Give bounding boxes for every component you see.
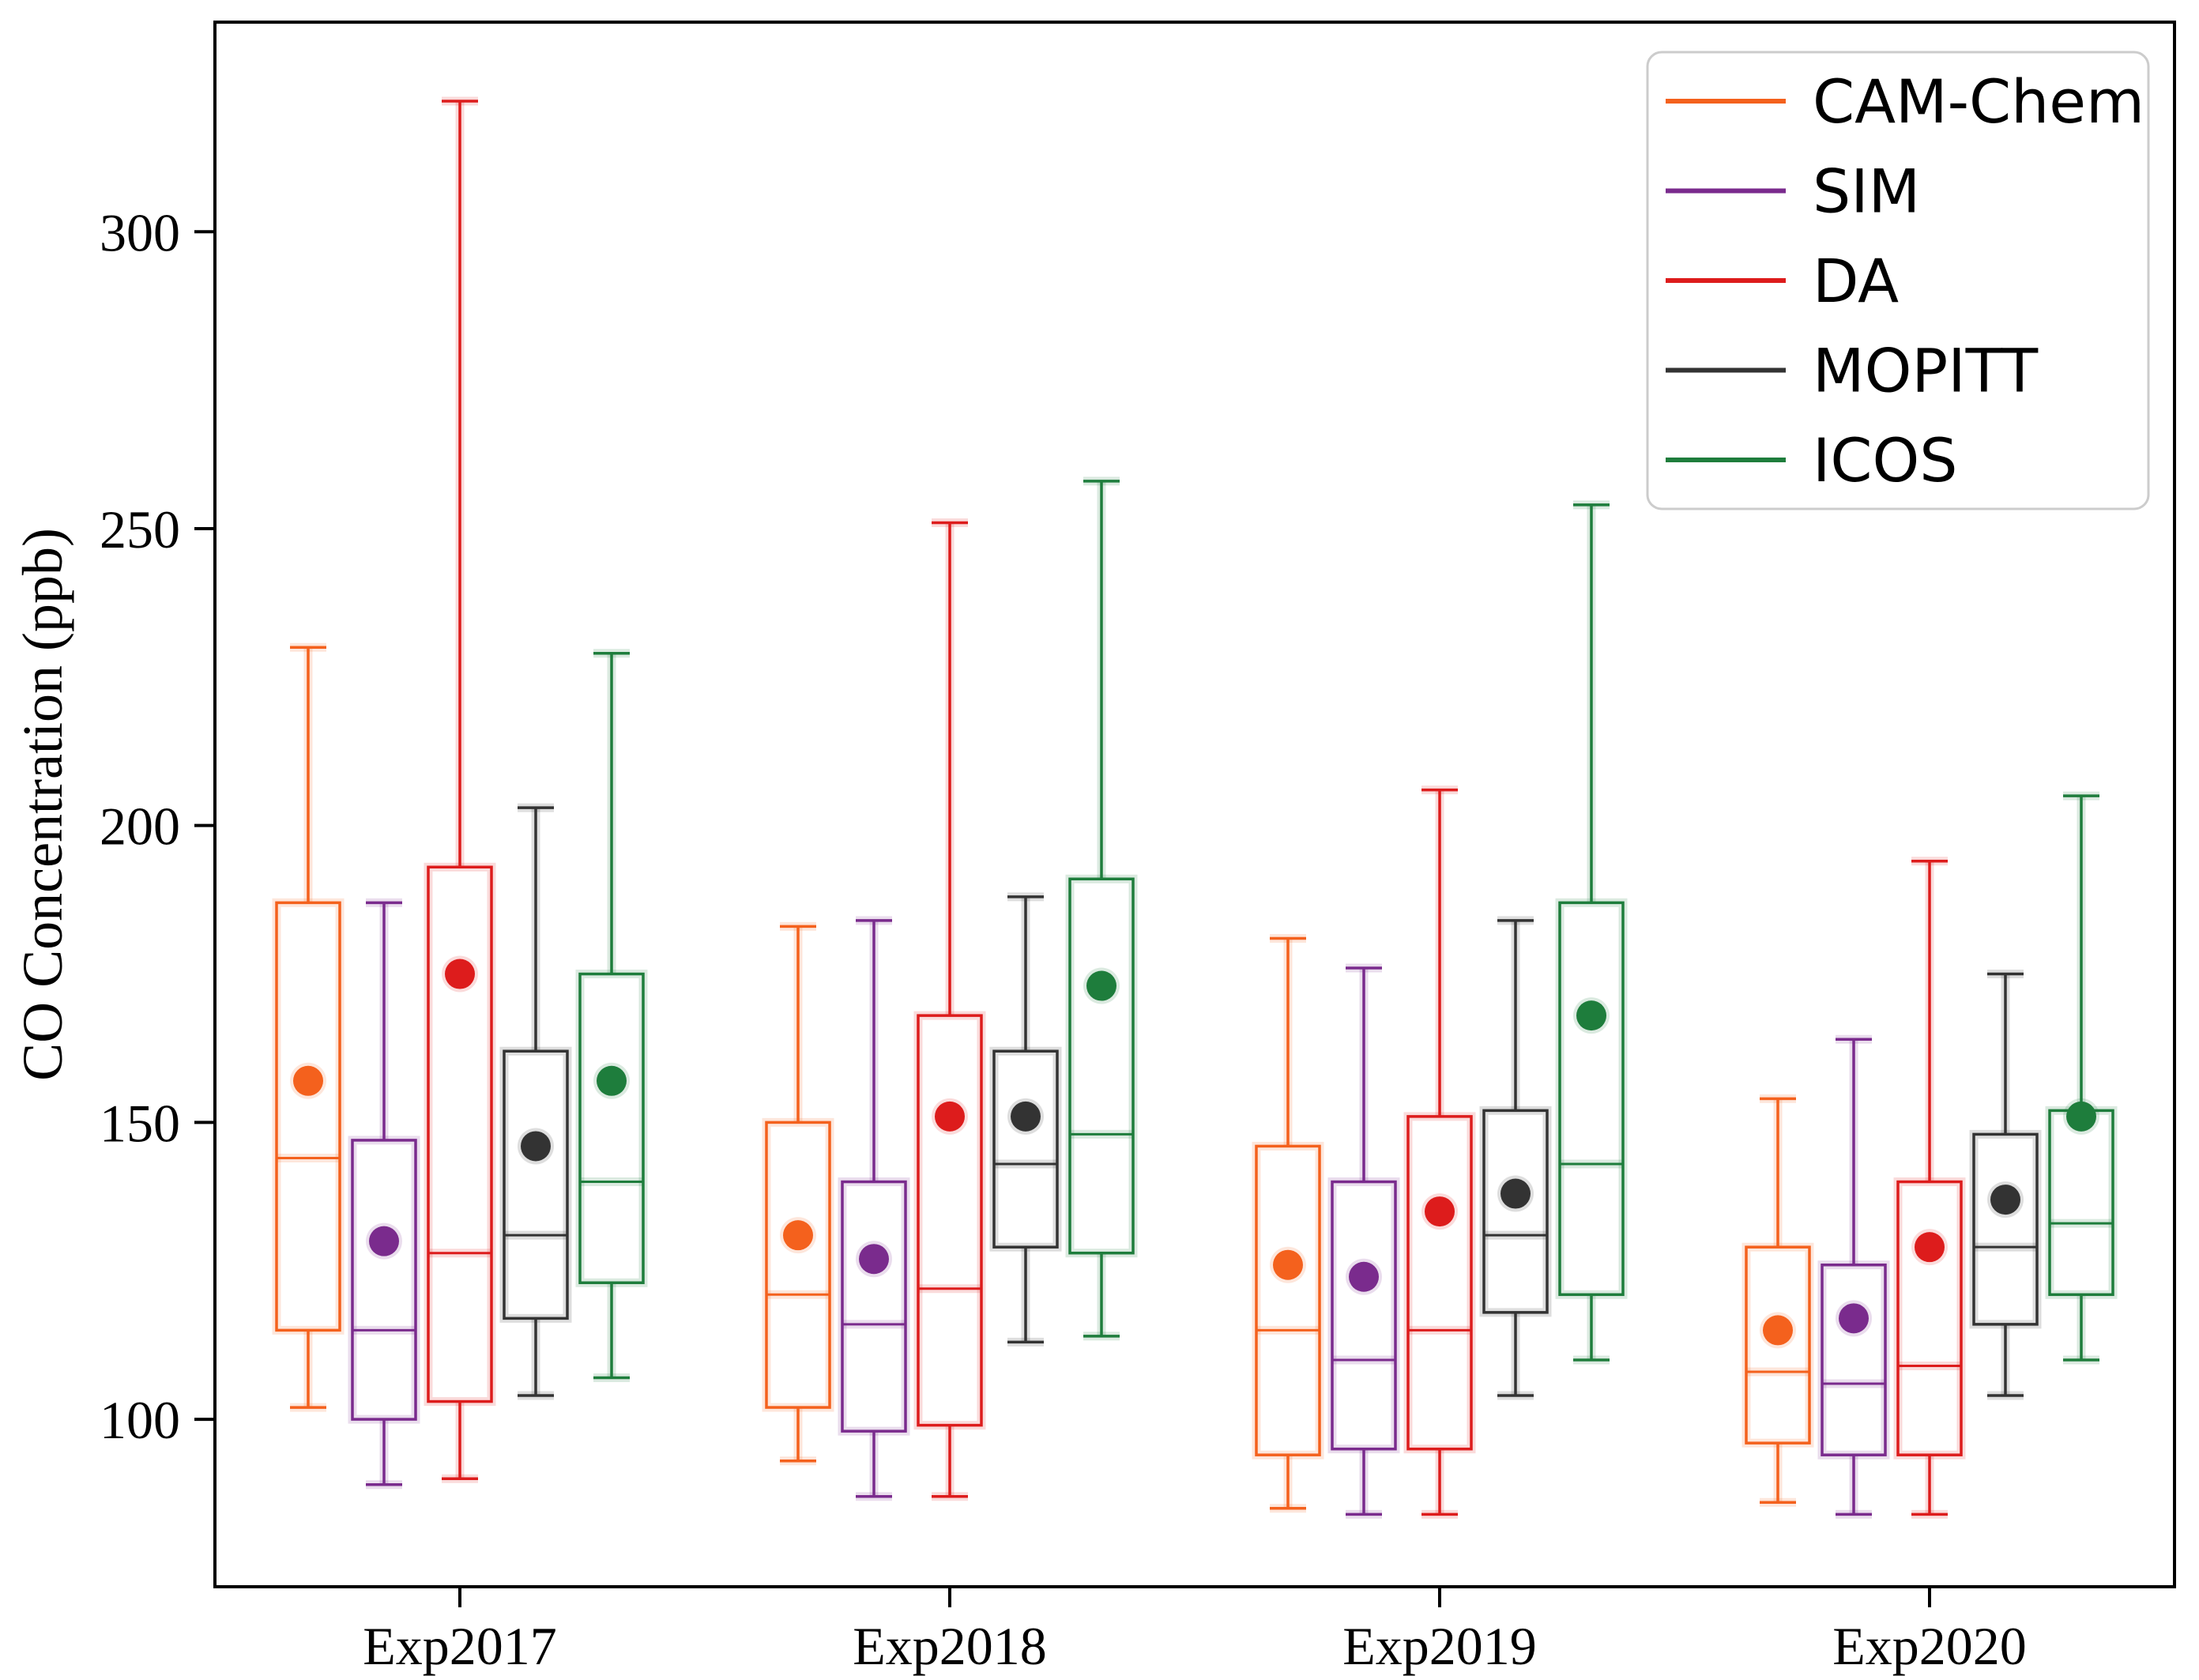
iqr-box	[838, 1177, 910, 1436]
iqr-box	[578, 972, 645, 1285]
y-tick-label: 300	[100, 202, 180, 262]
iqr-box	[272, 898, 345, 1335]
mean-dot	[935, 1101, 965, 1132]
mean-dot	[1425, 1196, 1455, 1227]
mean-dot	[1839, 1303, 1869, 1334]
boxplot-ICOS-Exp2019	[1555, 500, 1628, 1365]
mean-dot	[783, 1220, 813, 1251]
mean-dot	[445, 959, 475, 989]
iqr-box	[1821, 1263, 1887, 1456]
y-axis-title: CO Concentration (ppb)	[11, 528, 74, 1081]
x-tick-label: Exp2018	[853, 1616, 1047, 1676]
iqr-box	[1745, 1245, 1811, 1445]
boxplot-SIM-Exp2019	[1327, 963, 1400, 1519]
iqr-box	[351, 1139, 417, 1421]
x-tick-label: Exp2017	[363, 1616, 557, 1676]
mean-dot	[1915, 1232, 1945, 1263]
legend-box	[1646, 51, 2150, 510]
iqr-box	[499, 1046, 572, 1323]
mean-dot	[1349, 1261, 1379, 1292]
mean-dot	[597, 1065, 627, 1096]
legend: CAM-Chem SIM DA MOPITT ICOS	[1646, 51, 2150, 510]
boxplot-SIM-Exp2020	[1817, 1034, 1890, 1519]
boxplot-MOPITT-Exp2020	[1969, 970, 2042, 1400]
legend-label-DA: DA	[1813, 246, 1899, 316]
mean-dot	[1011, 1101, 1041, 1132]
x-tick-label: Exp2020	[1832, 1616, 2027, 1676]
iqr-box	[1255, 1144, 1321, 1456]
iqr-box	[503, 1049, 569, 1320]
y-tick-label: 100	[100, 1390, 180, 1450]
iqr-box	[275, 901, 341, 1332]
boxplot-DA-Exp2018	[913, 518, 986, 1501]
iqr-box	[1896, 1180, 1963, 1456]
mean-dot	[2066, 1101, 2096, 1132]
iqr-box	[1555, 898, 1628, 1299]
boxplot-DA-Exp2017	[424, 96, 496, 1483]
iqr-box	[1065, 874, 1138, 1258]
mean-dot	[859, 1244, 889, 1275]
iqr-box	[913, 1011, 986, 1430]
iqr-box	[1482, 1109, 1549, 1314]
iqr-box	[575, 970, 648, 1287]
boxplot-CAM-Chem-Exp2018	[762, 921, 834, 1466]
legend-label-SIM: SIM	[1813, 156, 1920, 227]
mean-dot	[1990, 1185, 2020, 1215]
iqr-box	[1327, 1177, 1400, 1454]
mean-dot	[1501, 1178, 1531, 1209]
x-tick-label: Exp2019	[1342, 1616, 1537, 1676]
boxplot-SIM-Exp2017	[348, 898, 420, 1490]
iqr-box	[348, 1136, 420, 1424]
boxplot-CAM-Chem-Exp2020	[1742, 1094, 1814, 1507]
y-tick-label: 150	[100, 1093, 180, 1153]
mean-dot	[521, 1131, 551, 1162]
iqr-box	[1331, 1180, 1397, 1451]
mean-dot	[293, 1065, 323, 1096]
y-tick-label: 200	[100, 797, 180, 857]
mean-dot	[1576, 1000, 1606, 1031]
iqr-box	[2045, 1106, 2118, 1299]
mean-dot	[1086, 970, 1116, 1001]
iqr-box	[1252, 1141, 1324, 1460]
mean-dot	[1763, 1315, 1793, 1346]
boxplot-MOPITT-Exp2017	[499, 803, 572, 1400]
boxplot-ICOS-Exp2018	[1065, 477, 1138, 1341]
mean-dot	[369, 1226, 399, 1256]
iqr-box	[989, 1046, 1062, 1252]
legend-label-CAM-Chem: CAM-Chem	[1813, 66, 2144, 137]
legend-label-ICOS: ICOS	[1813, 425, 1958, 495]
boxplot-SIM-Exp2018	[838, 916, 910, 1501]
boxplot-CAM-Chem-Exp2019	[1252, 933, 1324, 1513]
iqr-box	[841, 1180, 907, 1433]
boxplot-CAM-Chem-Exp2017	[272, 642, 345, 1412]
iqr-box	[762, 1117, 834, 1412]
iqr-box	[917, 1014, 983, 1427]
y-tick-label: 250	[100, 499, 180, 559]
iqr-box	[424, 862, 496, 1407]
boxplot-DA-Exp2020	[1893, 857, 1966, 1519]
boxplot-DA-Exp2019	[1403, 785, 1476, 1519]
mean-dot	[1273, 1249, 1303, 1280]
iqr-box	[1406, 1115, 1473, 1451]
iqr-box	[1972, 1132, 2039, 1326]
boxplot-ICOS-Exp2017	[575, 649, 648, 1382]
iqr-box	[1893, 1177, 1966, 1460]
boxplot-MOPITT-Exp2019	[1479, 916, 1552, 1400]
iqr-box	[1969, 1129, 2042, 1329]
iqr-box	[2048, 1109, 2114, 1297]
iqr-box	[427, 865, 493, 1403]
iqr-box	[765, 1121, 831, 1409]
boxplot-MOPITT-Exp2018	[989, 892, 1062, 1347]
legend-label-MOPITT: MOPITT	[1813, 336, 2039, 406]
plot-frame	[213, 21, 2176, 1588]
iqr-box	[1403, 1112, 1476, 1454]
iqr-box	[1817, 1260, 1890, 1460]
iqr-box	[1558, 901, 1625, 1297]
iqr-box	[992, 1049, 1059, 1249]
iqr-box	[1068, 877, 1135, 1255]
boxplot-ICOS-Exp2020	[2045, 791, 2118, 1365]
